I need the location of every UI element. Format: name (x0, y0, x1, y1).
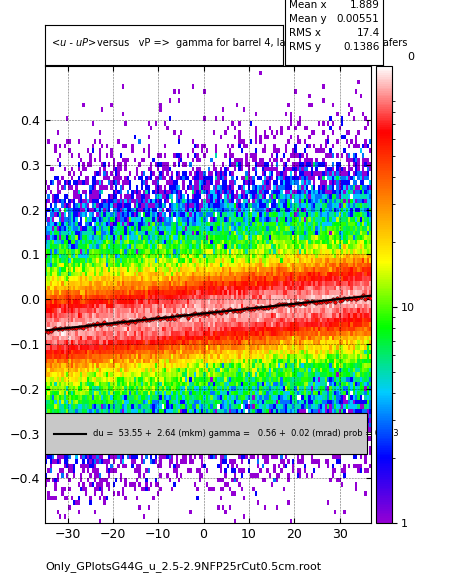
Text: du =  53.55 +  2.64 (mkm) gamma =   0.56 +  0.02 (mrad) prob = 0.013: du = 53.55 + 2.64 (mkm) gamma = 0.56 + 0… (93, 429, 398, 438)
Text: Mean x: Mean x (289, 0, 327, 10)
Text: <u - uP>: <u - uP> (52, 38, 96, 48)
Text: versus   vP =>  gamma for barrel 4, layer 7 ladder 3, all wafers: versus vP => gamma for barrel 4, layer 7… (97, 38, 408, 48)
Text: 0.00551: 0.00551 (337, 14, 380, 24)
Text: 0.1386: 0.1386 (343, 43, 380, 52)
Text: Only_GPlotsG44G_u_2.5-2.9NFP25rCut0.5cm.root: Only_GPlotsG44G_u_2.5-2.9NFP25rCut0.5cm.… (45, 561, 321, 572)
Bar (45, 413, 367, 454)
Text: 1.889: 1.889 (350, 0, 380, 10)
Text: 17.4: 17.4 (356, 28, 380, 39)
Text: RMS x: RMS x (289, 28, 321, 39)
Text: 0: 0 (407, 52, 414, 62)
Text: RMS y: RMS y (289, 43, 321, 52)
Text: Mean y: Mean y (289, 14, 327, 24)
